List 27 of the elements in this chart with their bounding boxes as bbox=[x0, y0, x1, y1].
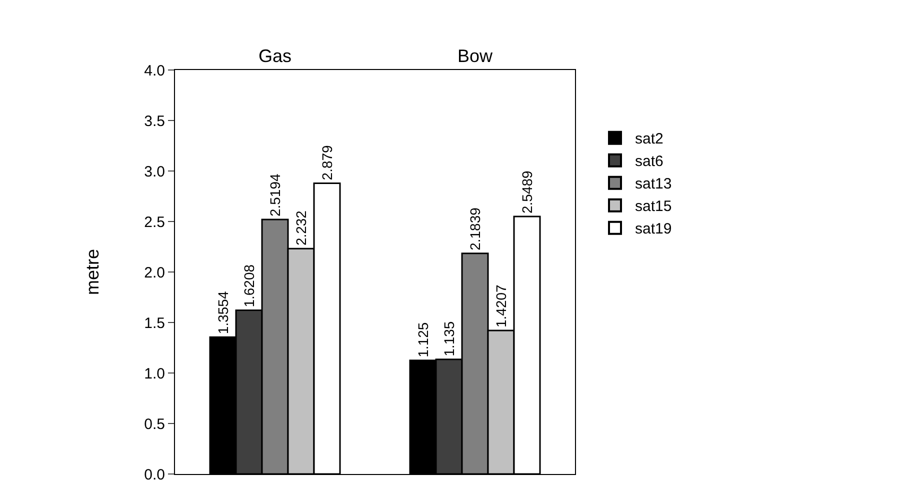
legend-label: sat13 bbox=[635, 176, 672, 193]
data-label: 2.5194 bbox=[267, 174, 283, 217]
y-tick-label: 3.0 bbox=[144, 163, 165, 180]
legend-label: sat19 bbox=[635, 220, 672, 238]
y-tick-label: 1.0 bbox=[144, 365, 165, 382]
x-tick-label: Bow bbox=[457, 46, 494, 66]
legend-label: sat2 bbox=[635, 130, 664, 148]
y-tick-label: 3.5 bbox=[144, 112, 165, 130]
data-label: 1.3554 bbox=[215, 291, 231, 334]
y-tick-label: 4.0 bbox=[144, 62, 165, 80]
legend-label: sat6 bbox=[635, 153, 664, 170]
y-tick-label: 0.0 bbox=[144, 466, 165, 484]
data-label: 1.125 bbox=[415, 322, 431, 358]
data-label: 2.879 bbox=[319, 144, 335, 180]
data-label: 1.4207 bbox=[493, 284, 509, 328]
data-label: 1.135 bbox=[441, 321, 457, 356]
data-label: 2.232 bbox=[293, 210, 309, 246]
y-tick-label: 0.5 bbox=[144, 416, 165, 433]
data-label: 2.5489 bbox=[519, 170, 535, 214]
y-axis-title: metre bbox=[82, 248, 102, 296]
y-tick-label: 1.5 bbox=[144, 314, 165, 332]
y-tick-label: 2.0 bbox=[144, 264, 165, 282]
legend-label: sat15 bbox=[635, 198, 672, 216]
y-tick-label: 2.5 bbox=[144, 214, 165, 231]
data-label: 2.1839 bbox=[467, 207, 483, 250]
data-label: 1.6208 bbox=[241, 264, 257, 308]
x-tick-label: Gas bbox=[258, 46, 292, 66]
